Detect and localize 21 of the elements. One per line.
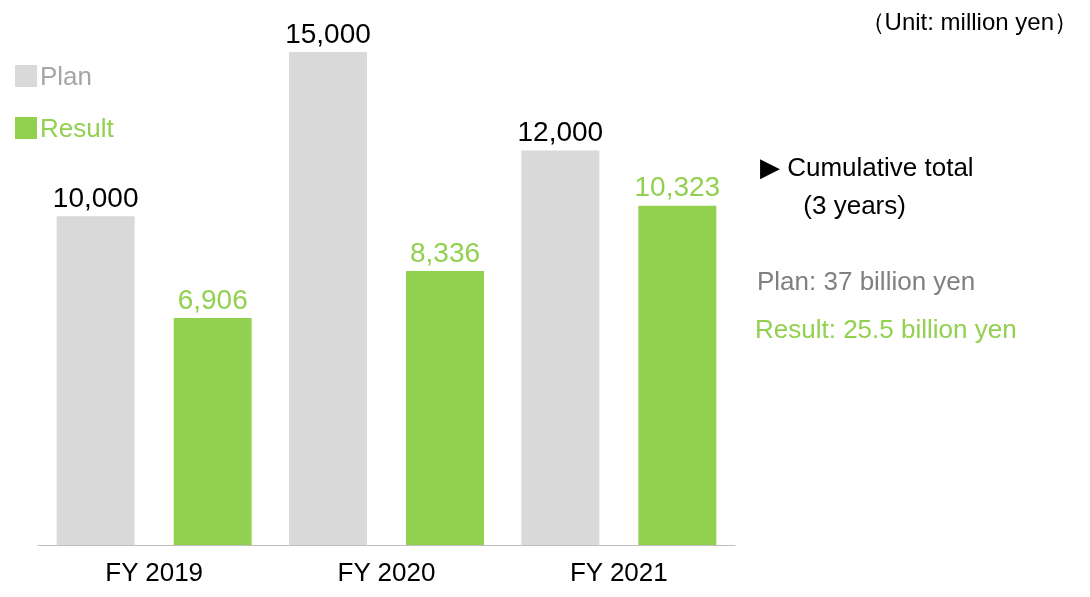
bar: [406, 271, 484, 545]
data-label: 6,906: [177, 283, 248, 315]
data-label: 12,000: [517, 116, 604, 148]
data-label: 10,000: [52, 181, 139, 213]
text: Result: 25.5 billion yen: [755, 314, 1017, 344]
x-tick-label: FY 2020: [337, 557, 436, 587]
text: （Unit: million yen）: [860, 7, 1078, 35]
bar: [56, 216, 135, 545]
legend-label: Plan: [40, 61, 93, 91]
bar: [289, 52, 367, 545]
legend-label: Result: [40, 113, 115, 143]
text: ▶ Cumulative total (3 years): [760, 152, 974, 220]
x-tick-label: FY 2019: [105, 557, 204, 587]
x-tick-label: FY 2021: [569, 557, 668, 587]
data-label: 15,000: [285, 17, 371, 49]
bar: [521, 150, 600, 545]
text: Plan: 37 billion yen: [757, 266, 976, 296]
data-label: 10,323: [634, 171, 721, 203]
bar: [173, 318, 252, 545]
bar: [638, 205, 717, 545]
data-label: 8,336: [409, 236, 481, 268]
